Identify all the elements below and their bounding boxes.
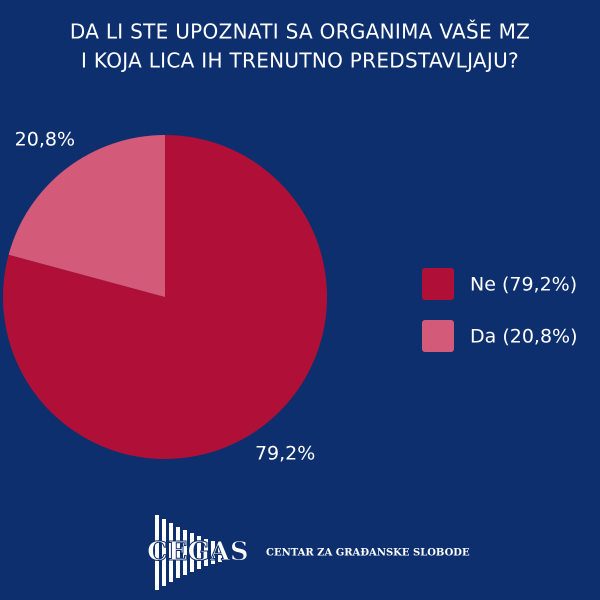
legend-label: Da (20,8%) xyxy=(470,326,578,348)
chart-title: DA LI STE UPOZNATI SA ORGANIMA VAŠE MZ xyxy=(70,20,530,44)
legend-label: Ne (79,2%) xyxy=(470,274,577,296)
pie-slice xyxy=(8,135,166,297)
data-label: 79,2% xyxy=(255,442,315,464)
legend-swatch xyxy=(422,320,454,352)
logo-text: CEGAS xyxy=(147,537,249,567)
data-label: 20,8% xyxy=(15,129,75,151)
chart-title: I KOJA LICA IH TRENUTNO PREDSTAVLJAJU? xyxy=(81,49,519,73)
footer-text: CENTAR ZA GRAĐANSKE SLOBODE xyxy=(266,548,470,559)
pie-slice xyxy=(2,135,327,459)
legend-swatch xyxy=(422,268,454,300)
logo-stripes xyxy=(155,515,222,590)
